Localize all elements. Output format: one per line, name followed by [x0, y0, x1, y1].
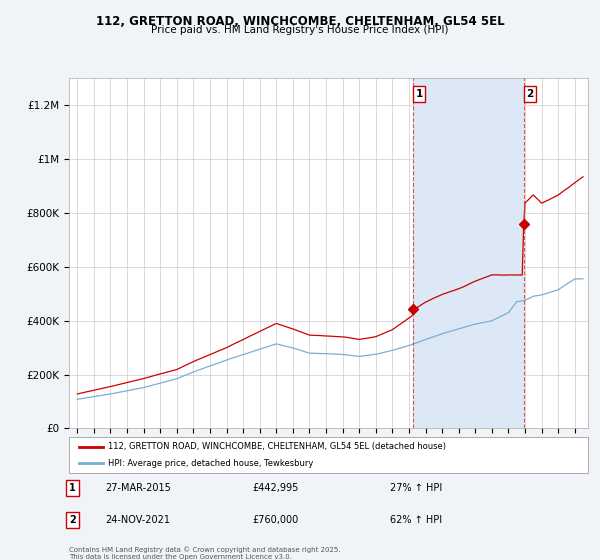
Text: 62% ↑ HPI: 62% ↑ HPI — [390, 515, 442, 525]
Text: 27-MAR-2015: 27-MAR-2015 — [105, 483, 171, 493]
Text: 2: 2 — [526, 89, 533, 99]
Text: £442,995: £442,995 — [252, 483, 298, 493]
Text: 1: 1 — [416, 89, 423, 99]
Text: 24-NOV-2021: 24-NOV-2021 — [105, 515, 170, 525]
Text: 2: 2 — [69, 515, 76, 525]
Text: 27% ↑ HPI: 27% ↑ HPI — [390, 483, 442, 493]
Text: HPI: Average price, detached house, Tewkesbury: HPI: Average price, detached house, Tewk… — [108, 459, 313, 468]
Text: 112, GRETTON ROAD, WINCHCOMBE, CHELTENHAM, GL54 5EL (detached house): 112, GRETTON ROAD, WINCHCOMBE, CHELTENHA… — [108, 442, 446, 451]
Text: 112, GRETTON ROAD, WINCHCOMBE, CHELTENHAM, GL54 5EL: 112, GRETTON ROAD, WINCHCOMBE, CHELTENHA… — [95, 15, 505, 27]
Text: Price paid vs. HM Land Registry's House Price Index (HPI): Price paid vs. HM Land Registry's House … — [151, 25, 449, 35]
Text: 1: 1 — [69, 483, 76, 493]
Bar — [413, 78, 524, 428]
Text: £760,000: £760,000 — [252, 515, 298, 525]
Text: Contains HM Land Registry data © Crown copyright and database right 2025.
This d: Contains HM Land Registry data © Crown c… — [69, 546, 341, 559]
